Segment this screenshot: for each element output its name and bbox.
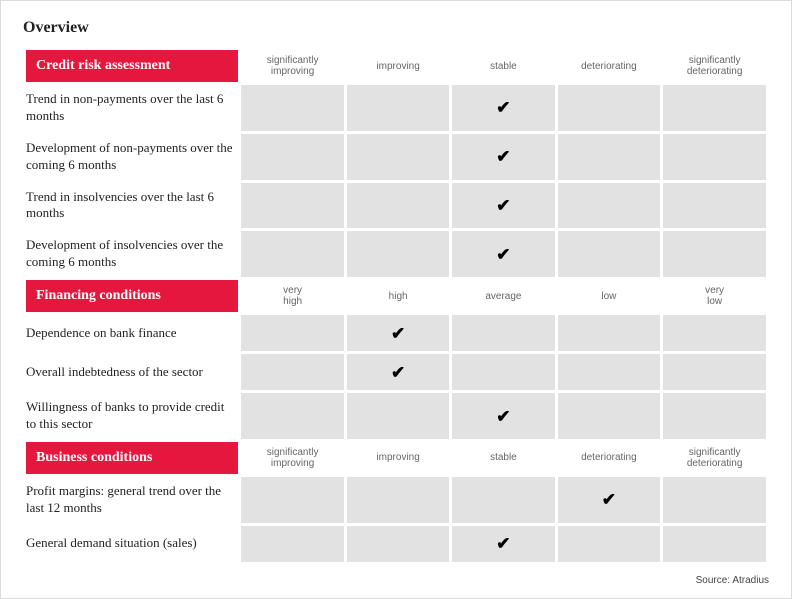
rating-cell — [347, 477, 449, 523]
rating-cell — [241, 477, 344, 523]
column-header: deteriorating — [558, 442, 661, 474]
check-icon — [496, 97, 510, 117]
rating-cell — [663, 526, 766, 562]
section-header: Credit risk assessment — [26, 50, 238, 82]
section-header: Financing conditions — [26, 280, 238, 312]
rating-cell — [241, 393, 344, 439]
row-label: Dependence on bank finance — [26, 315, 238, 351]
rating-cell — [663, 315, 766, 351]
rating-cell — [663, 183, 766, 229]
rating-cell — [558, 526, 661, 562]
rating-cell — [558, 354, 661, 390]
rating-cell — [241, 526, 344, 562]
check-icon — [391, 323, 405, 343]
rating-cell — [558, 183, 661, 229]
column-header: significantlydeteriorating — [663, 50, 766, 82]
rating-cell — [452, 393, 554, 439]
row-label: Profit margins: general trend over the l… — [26, 477, 238, 523]
column-header: average — [452, 280, 554, 312]
rating-cell — [663, 231, 766, 277]
rating-cell — [452, 231, 554, 277]
source-attribution: Source: Atradius — [696, 575, 769, 586]
column-header: deteriorating — [558, 50, 661, 82]
rating-cell — [241, 134, 344, 180]
row-label: Development of insolvencies over the com… — [26, 231, 238, 277]
rating-cell — [452, 134, 554, 180]
rating-cell — [452, 315, 554, 351]
rating-cell — [241, 231, 344, 277]
column-header: stable — [452, 442, 554, 474]
rating-cell — [347, 231, 449, 277]
row-label: Willingness of banks to provide credit t… — [26, 393, 238, 439]
rating-cell — [347, 315, 449, 351]
column-header: veryhigh — [241, 280, 344, 312]
check-icon — [496, 244, 510, 264]
rating-cell — [663, 354, 766, 390]
row-label: General demand situation (sales) — [26, 526, 238, 562]
row-label: Trend in insolvencies over the last 6 mo… — [26, 183, 238, 229]
rating-cell — [558, 393, 661, 439]
column-header: significantlydeteriorating — [663, 442, 766, 474]
rating-cell — [558, 134, 661, 180]
rating-cell — [452, 477, 554, 523]
column-header: verylow — [663, 280, 766, 312]
rating-cell — [347, 354, 449, 390]
overview-container: Overview Credit risk assessmentsignifica… — [0, 0, 792, 599]
rating-cell — [663, 85, 766, 131]
rating-cell — [663, 134, 766, 180]
rating-cell — [241, 315, 344, 351]
check-icon — [496, 195, 510, 215]
rating-cell — [241, 183, 344, 229]
column-header: high — [347, 280, 449, 312]
column-header: improving — [347, 442, 449, 474]
rating-cell — [452, 526, 554, 562]
rating-cell — [452, 183, 554, 229]
rating-cell — [347, 85, 449, 131]
column-header: significantlyimproving — [241, 442, 344, 474]
column-header: improving — [347, 50, 449, 82]
row-label: Development of non-payments over the com… — [26, 134, 238, 180]
rating-cell — [558, 85, 661, 131]
rating-cell — [452, 354, 554, 390]
rating-cell — [558, 315, 661, 351]
column-header: significantlyimproving — [241, 50, 344, 82]
page-title: Overview — [23, 19, 769, 37]
column-header: low — [558, 280, 661, 312]
rating-cell — [663, 393, 766, 439]
rating-cell — [241, 85, 344, 131]
rating-cell — [452, 85, 554, 131]
rating-cell — [558, 231, 661, 277]
rating-cell — [347, 393, 449, 439]
rating-cell — [347, 526, 449, 562]
row-label: Trend in non-payments over the last 6 mo… — [26, 85, 238, 131]
check-icon — [496, 406, 510, 426]
rating-cell — [347, 134, 449, 180]
check-icon — [391, 362, 405, 382]
rating-cell — [241, 354, 344, 390]
assessment-table: Credit risk assessmentsignificantlyimpro… — [23, 47, 769, 565]
row-label: Overall indebtedness of the sector — [26, 354, 238, 390]
rating-cell — [347, 183, 449, 229]
column-header: stable — [452, 50, 554, 82]
rating-cell — [663, 477, 766, 523]
check-icon — [496, 533, 510, 553]
check-icon — [602, 489, 616, 509]
section-header: Business conditions — [26, 442, 238, 474]
rating-cell — [558, 477, 661, 523]
check-icon — [496, 146, 510, 166]
